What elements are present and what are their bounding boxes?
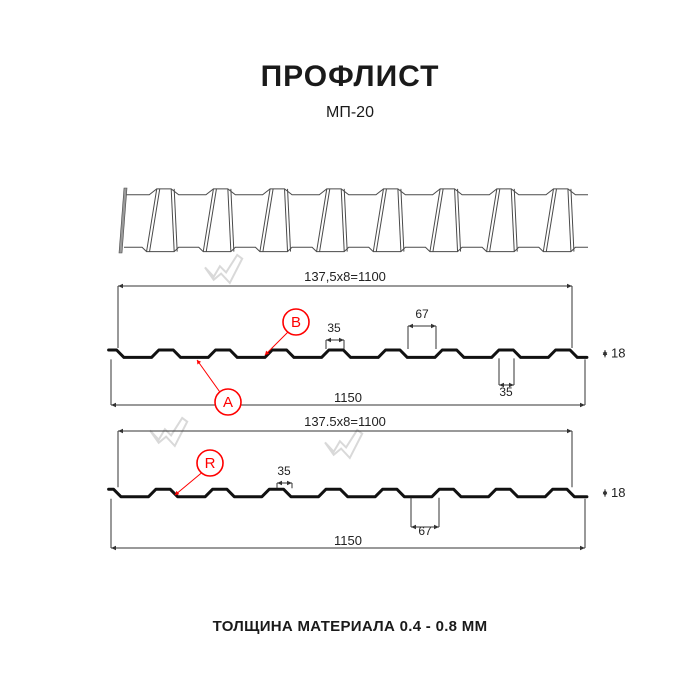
svg-text:35: 35	[277, 464, 291, 478]
svg-text:B: B	[291, 314, 301, 331]
svg-text:1150: 1150	[334, 533, 362, 548]
svg-text:18: 18	[611, 485, 625, 500]
svg-text:137.5x8=1100: 137.5x8=1100	[304, 414, 386, 429]
svg-text:18: 18	[611, 346, 625, 361]
svg-text:35: 35	[499, 385, 513, 399]
svg-text:1150: 1150	[334, 390, 362, 405]
svg-text:A: A	[223, 394, 233, 411]
svg-text:67: 67	[415, 307, 429, 321]
svg-text:R: R	[205, 455, 216, 472]
svg-text:137,5x8=1100: 137,5x8=1100	[304, 269, 386, 284]
svg-text:67: 67	[418, 524, 432, 538]
svg-text:35: 35	[327, 321, 341, 335]
